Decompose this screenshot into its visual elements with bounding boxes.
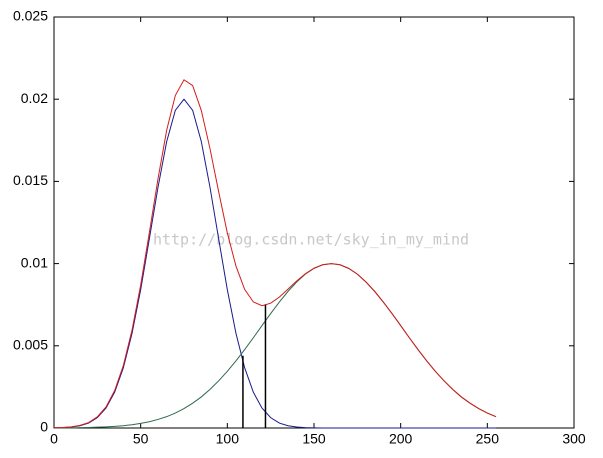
y-tick-label: 0.02 [21,90,48,106]
x-tick-label: 250 [476,431,500,447]
x-tick-label: 200 [389,431,413,447]
x-tick-label: 100 [216,431,240,447]
series-line [53,79,497,429]
y-tick-label: 0 [40,419,48,435]
x-tick-label: 300 [562,431,586,447]
series-line [54,263,497,429]
y-tick-label: 0.025 [13,8,48,24]
y-tick-label: 0.005 [13,337,48,353]
watermark: http://blog.csdn.net/sky_in_my_mind [153,231,469,249]
x-tick-label: 150 [302,431,326,447]
y-tick-label: 0.015 [13,172,48,188]
plot-frame [53,16,575,429]
y-tick-label: 0.01 [21,254,48,270]
x-tick-label: 50 [133,431,149,447]
x-tick-label: 0 [50,431,58,447]
series-line [53,98,496,429]
